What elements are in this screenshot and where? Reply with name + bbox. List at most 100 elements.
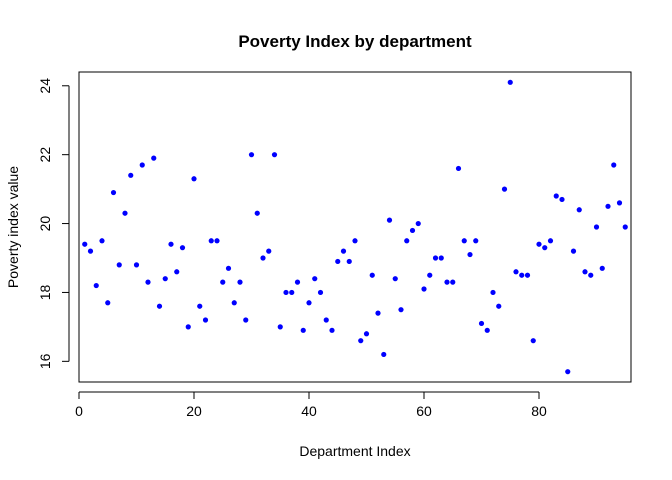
data-point	[507, 79, 513, 85]
data-point	[174, 269, 180, 275]
data-point	[220, 279, 226, 285]
data-point	[277, 324, 283, 330]
data-point	[450, 279, 456, 285]
data-point	[444, 279, 450, 285]
data-point	[116, 262, 122, 268]
y-tick-label: 16	[37, 353, 53, 369]
data-point	[202, 317, 209, 323]
data-point	[576, 207, 582, 213]
data-point	[128, 172, 134, 178]
y-axis-label: Poverty index value	[5, 166, 21, 288]
data-point	[352, 238, 358, 244]
data-point	[438, 255, 444, 261]
data-point	[415, 220, 421, 227]
chart-title: Poverty Index by department	[238, 32, 472, 51]
data-point	[87, 248, 94, 254]
x-tick-label: 20	[186, 403, 202, 419]
data-point	[335, 258, 341, 265]
plot-area-frame	[78, 71, 632, 383]
data-point	[346, 258, 352, 265]
data-point	[363, 331, 370, 337]
data-point	[478, 320, 485, 327]
data-point	[93, 282, 99, 289]
x-tick-label: 80	[531, 403, 547, 419]
data-point	[243, 317, 249, 323]
x-tick-label: 0	[75, 403, 83, 419]
data-point	[139, 162, 145, 168]
y-tick-label: 22	[37, 147, 53, 163]
y-tick-label: 18	[37, 284, 53, 300]
data-point	[501, 186, 508, 192]
data-point	[185, 324, 191, 330]
y-tick-label: 24	[37, 78, 53, 94]
data-point	[306, 300, 312, 306]
data-point	[570, 248, 577, 254]
data-point	[553, 193, 559, 199]
data-point	[254, 210, 260, 216]
data-point	[151, 155, 157, 161]
data-point	[455, 165, 462, 172]
data-point	[179, 245, 186, 251]
data-points	[82, 79, 628, 375]
data-point	[467, 251, 473, 258]
data-point	[168, 241, 174, 247]
data-point	[329, 327, 335, 333]
data-point	[271, 152, 278, 158]
data-point	[542, 245, 548, 251]
data-point	[381, 351, 387, 358]
data-point	[110, 189, 117, 196]
y-tick-label: 20	[37, 216, 53, 232]
data-point	[565, 369, 571, 375]
data-point	[427, 272, 433, 278]
data-point	[496, 303, 502, 309]
data-point	[582, 269, 588, 275]
data-point	[611, 162, 617, 168]
data-point	[484, 327, 490, 333]
data-point	[593, 224, 600, 230]
data-point	[409, 227, 416, 234]
data-point	[392, 276, 398, 282]
data-point	[312, 276, 318, 282]
data-point	[99, 238, 105, 244]
data-point	[386, 217, 393, 223]
data-point	[524, 272, 531, 278]
data-point	[536, 241, 542, 247]
data-point	[588, 272, 594, 278]
data-point	[473, 238, 479, 244]
y-axis: 16 18 20 22 24	[37, 78, 70, 369]
data-point	[461, 238, 467, 244]
data-point	[559, 196, 565, 203]
data-point	[225, 265, 232, 271]
data-point	[421, 286, 427, 292]
data-point	[294, 279, 301, 285]
data-point	[432, 255, 439, 261]
data-point	[214, 238, 220, 244]
data-point	[404, 238, 410, 244]
data-point	[260, 255, 266, 261]
data-point	[513, 269, 519, 275]
data-point	[622, 224, 628, 230]
data-point	[358, 338, 364, 344]
data-point	[323, 317, 329, 323]
data-point	[82, 241, 88, 247]
data-point	[283, 289, 289, 296]
data-point	[605, 203, 611, 209]
data-point	[145, 279, 151, 285]
data-point	[300, 327, 306, 333]
data-point	[162, 276, 168, 282]
data-point	[237, 279, 243, 285]
data-point	[317, 289, 324, 296]
x-tick-label: 60	[416, 403, 432, 419]
data-point	[266, 248, 272, 254]
data-point	[369, 272, 375, 278]
data-point	[340, 248, 347, 254]
data-point	[530, 338, 536, 344]
data-point	[616, 200, 623, 206]
data-point	[197, 303, 203, 309]
x-axis: 0 20 40 60 80	[75, 391, 547, 419]
data-point	[490, 289, 496, 296]
data-point	[208, 238, 214, 244]
data-point	[398, 307, 404, 313]
data-point	[375, 310, 381, 316]
